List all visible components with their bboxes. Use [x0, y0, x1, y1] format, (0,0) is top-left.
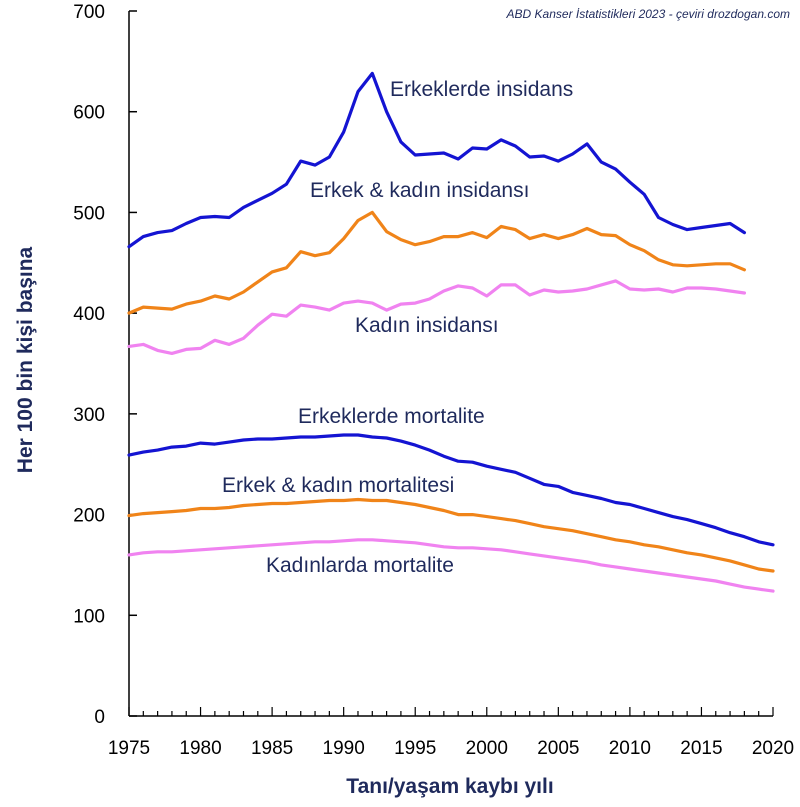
series-label-female-incidence: Kadın insidansı	[355, 314, 499, 337]
series-label-male-mortality: Erkeklerde mortalite	[298, 405, 485, 428]
y-tick-label: 200	[73, 506, 105, 527]
y-tick-label: 600	[73, 103, 105, 124]
series-label-all-incidence: Erkek & kadın insidansı	[310, 179, 529, 202]
series-male-mortality	[127, 433, 775, 547]
y-axis-title: Her 100 bin kişi başına	[14, 246, 37, 473]
x-tick-label: 1985	[251, 738, 293, 759]
x-tick-label: 2010	[609, 738, 651, 759]
series-female-mortality	[127, 538, 775, 593]
y-tick-label: 500	[73, 203, 105, 224]
series-male-incidence	[127, 71, 747, 249]
x-tick-label: 1975	[108, 738, 150, 759]
series-label-all-mortality: Erkek & kadın mortalitesi	[222, 474, 454, 497]
y-tick-label: 300	[73, 405, 105, 426]
y-tick-label: 0	[94, 707, 105, 728]
x-tick-label: 1980	[179, 738, 221, 759]
y-tick-label: 400	[73, 304, 105, 325]
x-tick-label: 2000	[466, 738, 508, 759]
source-note: ABD Kanser İstatistikleri 2023 - çeviri …	[506, 7, 790, 21]
series-all-incidence	[127, 210, 747, 315]
x-tick-label: 2015	[680, 738, 722, 759]
y-tick-label: 100	[73, 606, 105, 627]
x-tick-label: 2005	[537, 738, 579, 759]
x-tick-label: 2020	[752, 738, 794, 759]
y-tick-label: 700	[73, 2, 105, 23]
series-label-female-mortality: Kadınlarda mortalite	[266, 554, 454, 577]
series-label-male-incidence: Erkeklerde insidans	[390, 78, 573, 101]
x-tick-label: 1990	[323, 738, 365, 759]
x-tick-label: 1995	[394, 738, 436, 759]
series-lines	[127, 71, 775, 593]
axes: 0 100 200 300 400 500 600 700 1975 1980 1985 1990 19…	[73, 2, 794, 759]
x-axis-title: Tanı/yaşam kaybı yılı	[346, 775, 553, 798]
series-all-mortality	[127, 497, 775, 573]
series-female-incidence	[127, 279, 747, 355]
